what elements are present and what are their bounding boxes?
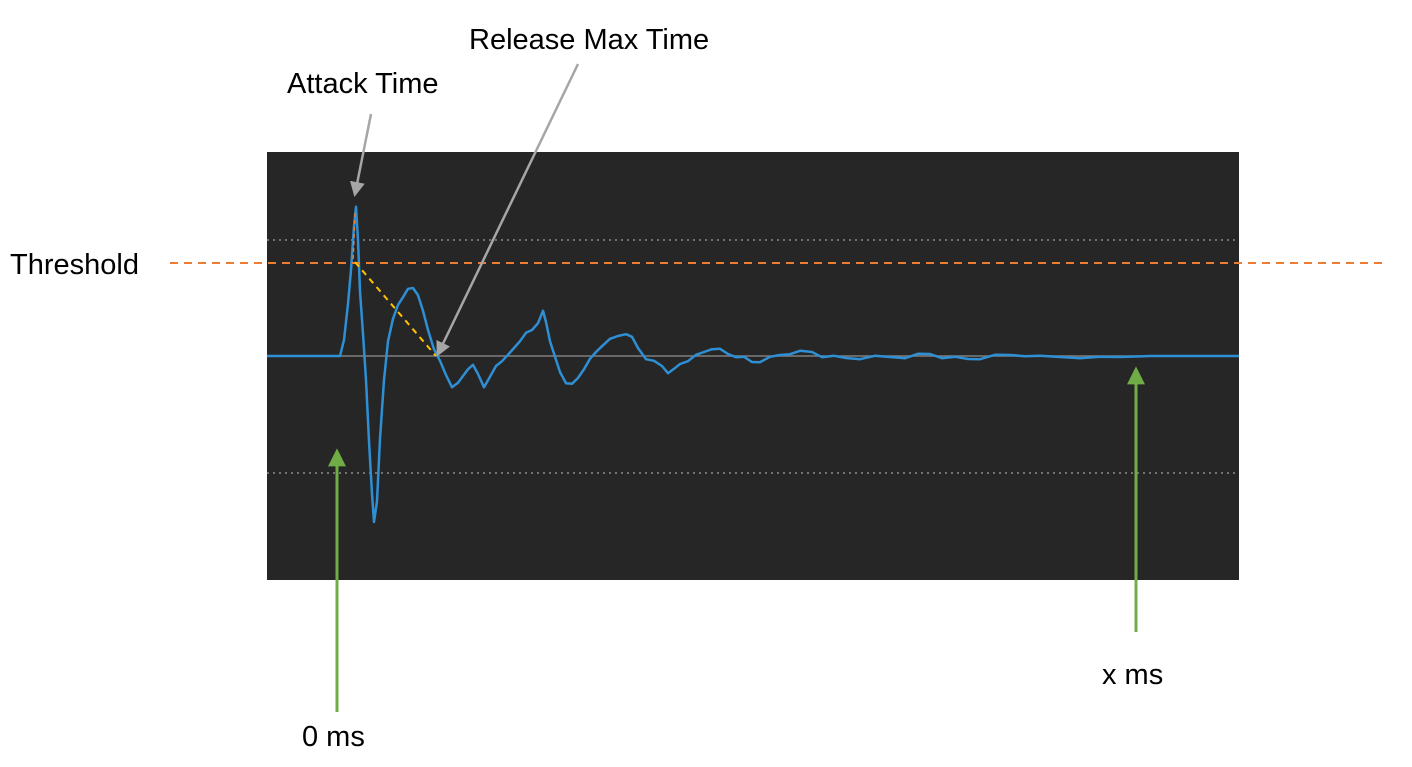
release-max-time-label: Release Max Time [469, 24, 709, 56]
release-slope-line [354, 261, 437, 357]
waveform-signal [267, 205, 1239, 524]
attack-rise-line [352, 212, 356, 263]
start-time-label: 0 ms [302, 721, 365, 753]
plot-panel [267, 152, 1239, 580]
threshold-label: Threshold [10, 249, 139, 281]
attack-time-arrow [349, 113, 373, 197]
release-max-time-arrow [436, 63, 580, 357]
attack-time-label: Attack Time [287, 68, 439, 100]
end-time-label: x ms [1102, 659, 1163, 691]
